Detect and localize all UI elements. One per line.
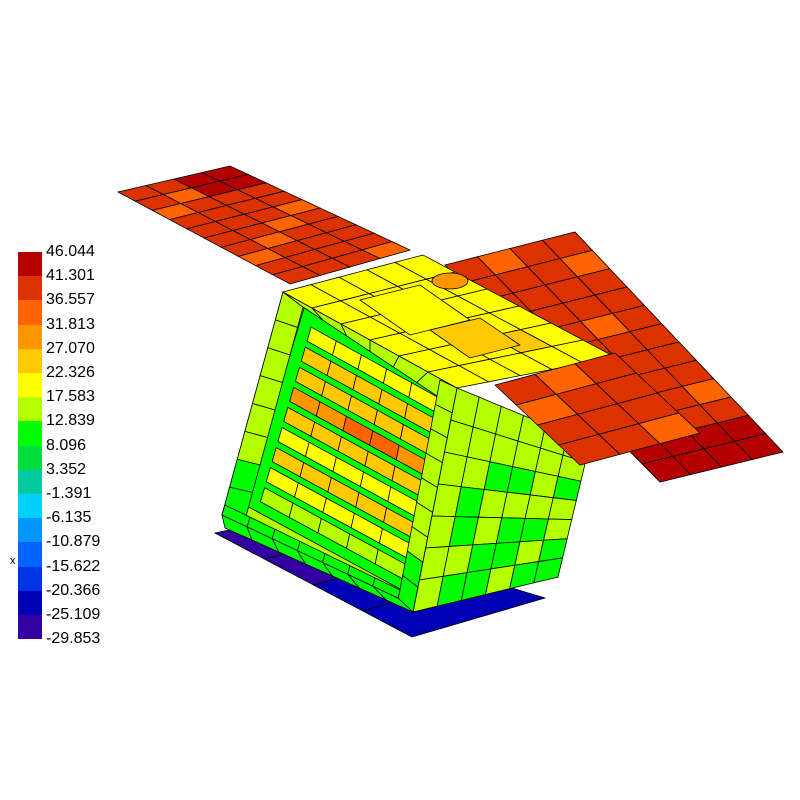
legend-band	[18, 252, 42, 277]
left-wing-element	[361, 241, 412, 259]
antenna-dish	[431, 272, 469, 290]
axis-label: x	[10, 555, 16, 567]
legend-band	[18, 590, 42, 615]
legend-label: -20.366	[46, 581, 101, 599]
legend-label: -25.109	[46, 606, 101, 623]
legend-label: -1.391	[46, 485, 92, 502]
legend-band	[18, 300, 42, 325]
right-wing-element	[734, 433, 784, 460]
legend-label: -6.135	[46, 509, 92, 527]
legend-label: 12.839	[46, 412, 95, 430]
legend-label: 46.044	[46, 243, 95, 260]
legend-band	[18, 348, 42, 373]
legend-label: 22.326	[46, 364, 95, 381]
legend-label: 8.096	[46, 436, 87, 454]
legend-label: 17.583	[46, 388, 95, 406]
legend-label: 31.813	[46, 315, 95, 333]
legend-band	[18, 518, 42, 543]
legend-band	[18, 469, 42, 494]
right-face-element	[533, 557, 564, 584]
legend-label: 36.557	[46, 291, 95, 309]
right-face-element	[543, 518, 573, 541]
legend-band	[18, 324, 42, 349]
right-wing-element	[637, 412, 701, 445]
top-face-panel	[429, 317, 521, 359]
legend-label: 41.301	[46, 267, 95, 285]
legend-band	[18, 445, 42, 470]
legend-band	[18, 373, 42, 398]
legend-band	[18, 421, 42, 446]
legend-band	[18, 566, 42, 591]
frame-bottom-inner	[372, 577, 401, 599]
legend-band	[18, 397, 42, 422]
legend-label: 27.070	[46, 339, 95, 357]
legend-band	[18, 615, 42, 640]
legend-band	[18, 494, 42, 519]
legend-label: -29.853	[46, 630, 101, 648]
legend-band	[18, 276, 42, 301]
legend-label: 3.352	[46, 460, 87, 478]
legend-label: -10.879	[46, 533, 101, 551]
legend-band	[18, 542, 42, 567]
legend-label: -15.622	[46, 557, 101, 575]
right-face-element	[552, 475, 582, 501]
right-face-element	[547, 497, 577, 520]
